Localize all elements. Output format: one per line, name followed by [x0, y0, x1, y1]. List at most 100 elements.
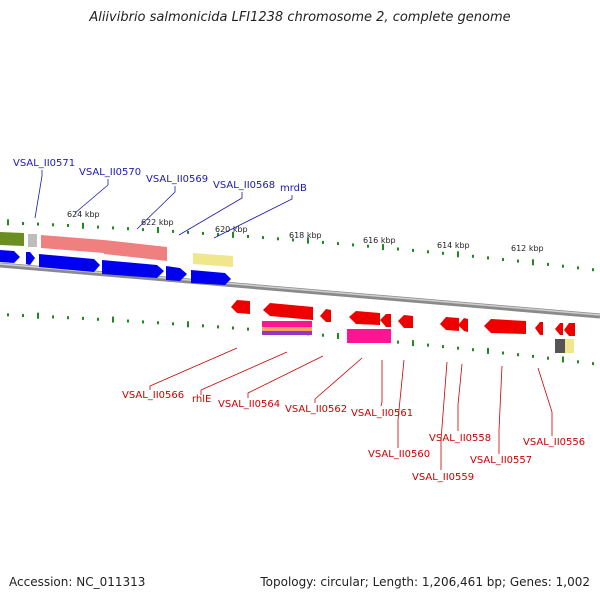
minor-tick	[7, 313, 9, 317]
gene-label-top: VSAL_II0570	[79, 167, 141, 178]
minor-tick	[517, 259, 519, 263]
tick-label: 624 kbp	[67, 210, 100, 219]
minor-tick	[442, 345, 444, 349]
reverse-gene-arrow	[535, 322, 543, 335]
minor-tick	[352, 243, 354, 247]
callout-line	[397, 359, 405, 448]
major-tick	[562, 356, 564, 363]
gene-block-magenta	[347, 329, 391, 343]
gene-label-bottom: VSAL_II0564	[218, 399, 280, 410]
minor-tick	[427, 343, 429, 347]
callout-line	[136, 186, 176, 230]
gene-label-top: VSAL_II0568	[213, 180, 275, 191]
gene-label-bottom: VSAL_II0560	[368, 449, 430, 460]
gene-block-gray	[555, 339, 565, 353]
major-tick	[382, 244, 384, 251]
minor-tick	[202, 231, 204, 235]
bottom-gene-labels: VSAL_II0566 rhlE VSAL_II0564 VSAL_II0562…	[122, 390, 585, 483]
tick-track-top	[7, 219, 594, 272]
forward-gene-arrow	[166, 266, 187, 281]
minor-tick	[472, 348, 474, 352]
gene-block-salmon	[41, 235, 104, 253]
tick-label: 618 kbp	[289, 231, 322, 240]
gene-label-top: VSAL_II0571	[13, 158, 75, 169]
major-tick	[157, 227, 159, 233]
major-tick	[487, 347, 489, 354]
minor-tick	[52, 315, 54, 319]
major-tick	[7, 219, 9, 226]
minor-tick	[517, 353, 519, 357]
callout-line	[498, 365, 503, 454]
minor-tick	[142, 228, 144, 232]
gene-block-olive	[0, 232, 24, 246]
top-feature-blocks	[0, 232, 233, 267]
callout-line	[537, 367, 553, 436]
gene-label-bottom: VSAL_II0559	[412, 472, 474, 483]
reverse-strand-genes	[231, 300, 575, 336]
minor-tick	[232, 326, 234, 330]
minor-tick	[577, 360, 579, 364]
tick-label: 622 kbp	[141, 218, 174, 227]
minor-tick	[67, 316, 69, 320]
gene-label-top: VSAL_II0569	[146, 174, 208, 185]
bottom-feature-blocks	[262, 321, 574, 353]
major-tick	[457, 251, 459, 258]
minor-tick	[112, 226, 114, 230]
gene-block-purple	[262, 331, 312, 335]
major-tick	[337, 333, 339, 339]
minor-tick	[127, 227, 129, 231]
gene-label-bottom: rhlE	[192, 394, 211, 405]
minor-tick	[97, 317, 99, 321]
callout-line	[149, 347, 238, 390]
tick-label: 612 kbp	[511, 244, 544, 253]
reverse-gene-arrow	[380, 314, 391, 327]
callout-line	[34, 170, 43, 219]
minor-tick	[202, 324, 204, 328]
major-tick	[232, 231, 234, 238]
gene-label-bottom: VSAL_II0566	[122, 390, 184, 401]
forward-gene-arrow	[26, 252, 35, 265]
minor-tick	[592, 362, 594, 366]
minor-tick	[247, 327, 249, 331]
minor-tick	[67, 224, 69, 227]
gene-label-bottom: VSAL_II0558	[429, 433, 491, 444]
reverse-gene-arrow	[231, 300, 250, 314]
callout-line	[314, 357, 363, 403]
reverse-gene-arrow	[484, 319, 526, 334]
minor-tick	[187, 230, 189, 234]
minor-tick	[457, 346, 459, 350]
minor-tick	[532, 354, 534, 358]
gene-label-bottom: VSAL_II0561	[351, 408, 413, 419]
minor-tick	[262, 236, 264, 240]
minor-tick	[427, 250, 429, 254]
minor-tick	[337, 242, 339, 246]
minor-tick	[487, 256, 489, 260]
forward-gene-arrow	[39, 254, 100, 272]
minor-tick	[97, 225, 99, 229]
accession-label: Accession: NC_011313	[9, 575, 146, 589]
minor-tick	[472, 254, 474, 258]
callout-line	[440, 361, 448, 470]
minor-tick	[412, 248, 414, 252]
bottom-callout-lines	[149, 347, 553, 470]
minor-tick	[277, 237, 279, 241]
major-tick	[532, 259, 534, 266]
minor-tick	[52, 223, 54, 227]
reverse-gene-arrow	[564, 323, 575, 336]
callout-line	[178, 192, 243, 236]
major-tick	[82, 222, 84, 229]
reverse-gene-arrow	[440, 317, 459, 331]
forward-strand-genes	[0, 250, 231, 285]
gene-block-salmon	[104, 240, 167, 261]
minor-tick	[577, 266, 579, 270]
minor-tick	[82, 316, 84, 320]
minor-tick	[592, 268, 594, 272]
reverse-gene-arrow	[263, 303, 313, 320]
minor-tick	[442, 251, 444, 255]
minor-tick	[22, 314, 24, 317]
minor-tick	[127, 319, 129, 323]
minor-tick	[322, 240, 324, 244]
gene-block-magenta	[262, 321, 312, 327]
map-title: Aliivibrio salmonicida LFI1238 chromosom…	[89, 10, 511, 25]
